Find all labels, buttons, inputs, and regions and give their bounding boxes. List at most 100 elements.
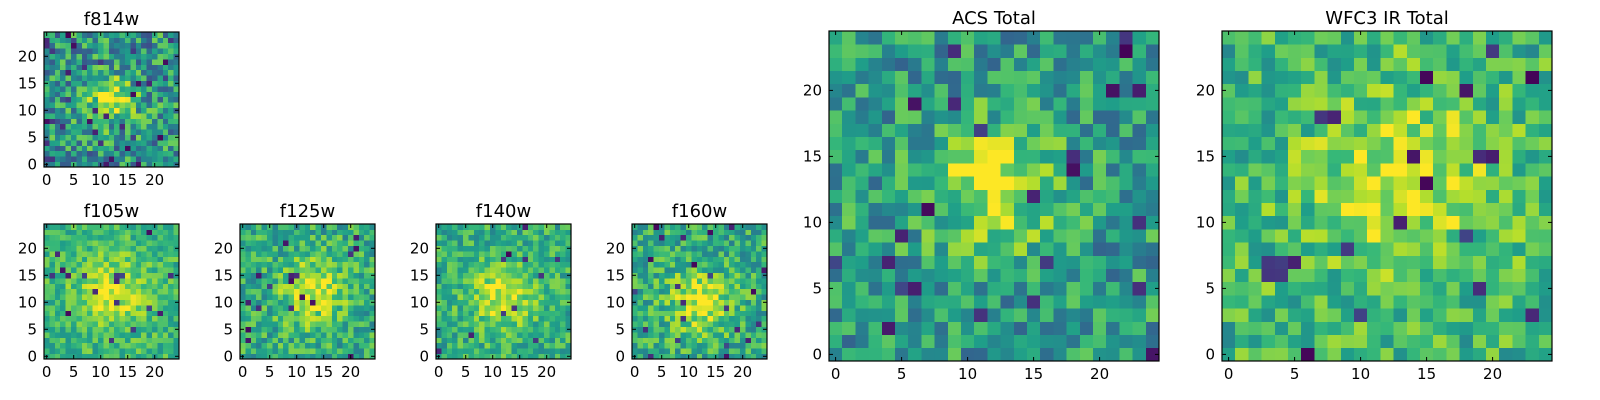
image-pixel (669, 256, 676, 263)
image-pixel (103, 80, 110, 87)
image-pixel (1301, 321, 1315, 335)
image-pixel (544, 288, 550, 295)
image-pixel (364, 245, 370, 252)
image-pixel (1066, 31, 1081, 45)
image-pixel (108, 69, 115, 76)
image-pixel (1274, 229, 1289, 243)
image-pixel (1013, 57, 1028, 71)
image-pixel (761, 240, 768, 246)
image-pixel (921, 281, 935, 296)
image-pixel (517, 251, 523, 257)
image-pixel (353, 256, 360, 263)
image-pixel (1274, 255, 1289, 269)
y-tick-label: 20 (410, 239, 429, 257)
image-pixel (81, 96, 88, 103)
image-pixel (1274, 149, 1289, 164)
image-pixel (71, 129, 77, 135)
image-pixel (1354, 347, 1368, 362)
image-pixel (1106, 268, 1120, 283)
image-pixel (49, 64, 56, 71)
image-pixel (369, 278, 376, 284)
image-pixel (369, 234, 376, 241)
image-pixel (868, 202, 883, 217)
image-pixel (921, 70, 935, 85)
image-pixel (76, 256, 83, 263)
image-pixel (1301, 242, 1315, 256)
image-pixel (495, 267, 502, 273)
image-pixel (152, 278, 158, 284)
image-pixel (152, 294, 158, 300)
image-pixel (560, 288, 566, 295)
image-pixel (473, 342, 480, 349)
image-pixel (1525, 123, 1540, 137)
image-pixel (87, 145, 93, 152)
image-pixel (473, 294, 480, 300)
image-pixel (1248, 321, 1262, 335)
image-pixel (103, 86, 110, 92)
image-pixel (707, 337, 714, 344)
image-pixel (1499, 334, 1513, 349)
image-pixel (642, 321, 649, 327)
image-pixel (81, 91, 88, 98)
image-pixel (842, 229, 856, 243)
image-pixel (1261, 281, 1276, 296)
image-pixel (331, 332, 338, 338)
image-pixel (1093, 242, 1107, 256)
image-pixel (500, 321, 507, 327)
image-pixel (321, 315, 327, 322)
image-pixel (152, 91, 158, 98)
y-tick-label: 15 (606, 266, 625, 284)
image-pixel (686, 240, 692, 246)
x-tick-label: 10 (679, 363, 698, 381)
image-pixel (152, 102, 158, 108)
image-pixel (511, 332, 518, 338)
image-pixel (560, 229, 566, 236)
image-pixel (463, 234, 469, 241)
image-pixel (1420, 136, 1434, 151)
x-tick-label: 5 (657, 363, 667, 381)
image-pixel (756, 299, 762, 306)
image-pixel (538, 294, 545, 300)
image-pixel (1132, 334, 1147, 349)
y-tick-label: 0 (27, 155, 37, 173)
image-pixel (468, 224, 475, 230)
image-pixel (974, 281, 988, 296)
image-pixel (691, 234, 698, 241)
image-pixel (1459, 149, 1474, 164)
image-pixel (1354, 149, 1368, 164)
image-pixel (1512, 163, 1526, 177)
image-pixel (642, 224, 649, 230)
image-pixel (173, 42, 180, 49)
image-pixel (81, 107, 88, 114)
image-pixel (76, 161, 83, 168)
image-pixel (495, 299, 502, 306)
image-pixel (1248, 215, 1262, 230)
image-pixel (114, 278, 120, 284)
image-pixel (533, 267, 539, 273)
image-pixel (114, 86, 120, 92)
image-pixel (686, 348, 692, 354)
image-pixel (718, 234, 725, 241)
image-pixel (146, 80, 153, 87)
image-pixel (457, 272, 464, 279)
image-pixel (1274, 308, 1289, 322)
image-pixel (648, 229, 654, 236)
image-pixel (560, 272, 566, 279)
image-pixel (310, 294, 316, 300)
image-pixel (135, 251, 142, 257)
image-pixel (713, 234, 719, 241)
image-pixel (723, 267, 730, 273)
image-pixel (484, 348, 491, 354)
image-pixel (125, 310, 131, 317)
image-pixel (125, 342, 131, 349)
image-pixel (1288, 123, 1302, 137)
image-pixel (761, 256, 768, 263)
image-pixel (277, 267, 284, 273)
image-pixel (321, 234, 327, 241)
image-pixel (130, 32, 137, 38)
image-pixel (1106, 136, 1120, 151)
image-pixel (490, 348, 496, 354)
image-pixel (326, 321, 333, 327)
image-pixel (71, 294, 77, 300)
image-pixel (315, 299, 322, 306)
